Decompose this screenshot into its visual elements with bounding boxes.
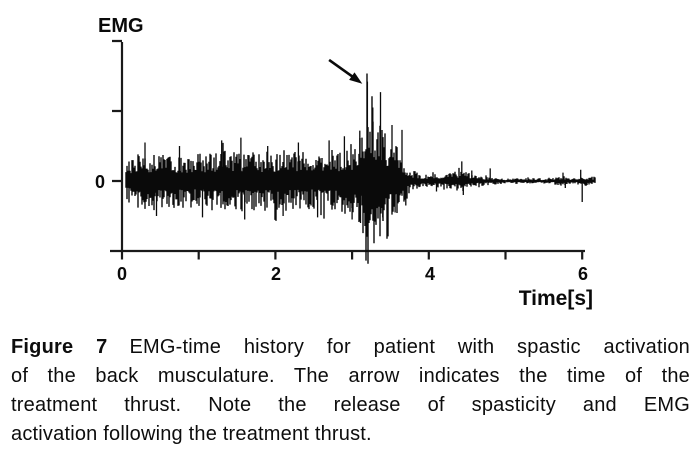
y-tick-label-0: 0 bbox=[95, 172, 105, 192]
thrust-arrow bbox=[328, 58, 363, 84]
caption-line-4: activation following the treatment thrus… bbox=[11, 423, 372, 445]
x-tick-label-6: 6 bbox=[578, 264, 588, 284]
figure-label: Figure 7 bbox=[11, 336, 108, 358]
x-tick-label-4: 4 bbox=[425, 264, 435, 284]
caption-line-3: treatment thrust. Note the release of sp… bbox=[11, 394, 690, 416]
caption-text-1: EMG-time history for patient with spasti… bbox=[129, 336, 690, 358]
emg-chart: EMG 0 0 2 4 6 Time[s] bbox=[95, 15, 596, 310]
thrust-arrow-head bbox=[349, 72, 363, 84]
x-axis-title: Time[s] bbox=[519, 287, 593, 310]
axes bbox=[110, 39, 585, 260]
emg-waveform-spikes bbox=[144, 81, 583, 223]
caption-line-2: of the back musculature. The arrow indic… bbox=[11, 365, 690, 387]
caption-line-1: Figure 7 EMG-time history for patient wit… bbox=[11, 333, 690, 362]
figure-caption: Figure 7 EMG-time history for patient wit… bbox=[0, 318, 700, 449]
x-tick-label-2: 2 bbox=[271, 264, 281, 284]
x-tick-label-0: 0 bbox=[117, 264, 127, 284]
y-axis-title: EMG bbox=[98, 15, 144, 37]
emg-chart-area: EMG 0 0 2 4 6 Time[s] bbox=[95, 15, 596, 310]
emg-waveform bbox=[125, 73, 596, 264]
